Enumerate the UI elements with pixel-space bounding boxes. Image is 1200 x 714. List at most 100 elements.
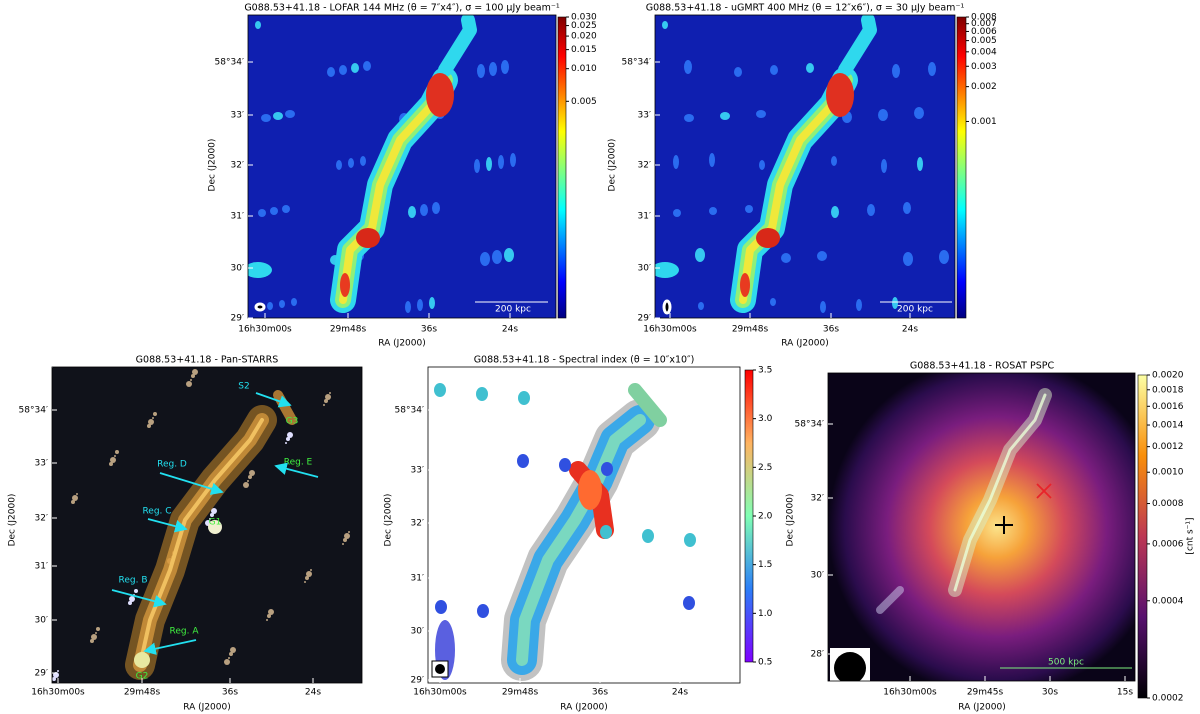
- annotation: Reg. C: [142, 507, 171, 517]
- emission-blob: [306, 571, 312, 577]
- emission-blob: [878, 109, 888, 121]
- colorbar: [956, 16, 967, 319]
- emission-blob: [91, 634, 97, 640]
- arrow: [147, 518, 188, 533]
- emission-blob: [709, 207, 717, 215]
- x-axis-label: RA (J2000): [378, 339, 426, 349]
- dec-tick-label: 58°34′: [395, 406, 424, 416]
- emission-blob: [417, 299, 423, 311]
- colorbar-tick-label: 0.002: [971, 82, 997, 92]
- dec-tick-label: 33′: [638, 111, 652, 121]
- emission-blob: [745, 205, 753, 213]
- map-image: [654, 14, 956, 319]
- x-axis-label: RA (J2000): [560, 703, 608, 713]
- annotation: S2: [238, 382, 249, 392]
- emission-blob: [928, 62, 936, 76]
- emission-blob: [432, 202, 440, 214]
- emission-blob: [517, 454, 529, 468]
- colorbar-tick-label: 1.5: [758, 560, 772, 570]
- beam: [435, 664, 445, 674]
- emission-blob: [756, 228, 780, 248]
- annotation: 500 kpc: [1048, 658, 1084, 668]
- colorbar: [557, 16, 567, 319]
- emission-blob: [492, 250, 502, 264]
- ra-tick-label: 36s: [421, 325, 437, 335]
- emission-blob: [806, 63, 814, 73]
- emission-blob: [684, 60, 692, 74]
- colorbar-tick-label: 3.0: [758, 414, 773, 424]
- emission-blob: [210, 513, 214, 517]
- colorbar-tick-label: 0.0020: [1152, 371, 1184, 381]
- emission-blob: [856, 299, 862, 311]
- ra-tick-label: 24s: [672, 688, 688, 698]
- dec-tick-label: 31′: [231, 212, 245, 222]
- emission-blob: [248, 475, 252, 479]
- dec-tick-label: 33′: [35, 459, 49, 469]
- emission-blob: [348, 531, 350, 533]
- panel-title: G088.53+41.18 - LOFAR 144 MHz (θ = 7″x4″…: [244, 3, 560, 14]
- dec-tick-label: 29′: [638, 314, 652, 324]
- panel-title: G088.53+41.18 - uGMRT 400 MHz (θ = 12″x6…: [646, 3, 965, 14]
- ra-tick-label: 24s: [305, 688, 321, 698]
- emission-blob: [642, 529, 654, 543]
- colorbar-tick-label: 0.001: [971, 117, 997, 127]
- emission-blob: [770, 65, 778, 75]
- emission-blob: [903, 202, 911, 214]
- y-axis-label: Dec (J2000): [384, 494, 394, 547]
- emission-blob: [917, 157, 923, 171]
- emission-blob: [72, 495, 78, 501]
- annotation: Reg. D: [157, 460, 187, 470]
- emission: [516, 414, 646, 666]
- panel-title: G088.53+41.18 - Spectral index (θ = 10″x…: [474, 355, 695, 366]
- emission-blob: [279, 300, 285, 308]
- emission-blob: [71, 500, 75, 504]
- annotation: 200 kpc: [495, 305, 531, 315]
- emission-blob: [673, 155, 679, 169]
- emission-blob: [518, 391, 530, 405]
- emission-blob: [282, 205, 290, 213]
- dec-tick-label: 29′: [411, 676, 425, 686]
- emission: [876, 586, 904, 614]
- emission-blob: [52, 677, 56, 681]
- dec-tick-label: 58°34′: [19, 406, 48, 416]
- colorbar-tick-label: 0.030: [571, 13, 597, 23]
- emission-blob: [304, 581, 306, 583]
- emission-blob: [892, 297, 898, 309]
- emission-blob: [286, 437, 290, 441]
- emission-blob: [285, 442, 287, 444]
- colorbar-tick-label: 0.007: [971, 19, 997, 29]
- emission-blob: [498, 155, 504, 169]
- emission-blob: [128, 601, 132, 605]
- emission-blob: [114, 455, 116, 457]
- colorbar-tick-label: 0.0016: [1152, 402, 1184, 412]
- emission-blob: [291, 298, 297, 306]
- dec-tick-label: 28′: [811, 650, 825, 660]
- dec-tick-label: 58°34′: [622, 58, 651, 68]
- emission-blob: [115, 450, 119, 454]
- emission-blob: [826, 73, 854, 117]
- colorbar-tick-label: 0.003: [971, 62, 997, 72]
- dec-tick-label: 32′: [35, 514, 49, 524]
- y-axis-label: Dec (J2000): [208, 139, 218, 192]
- emission-blob: [230, 647, 236, 653]
- beam: [662, 299, 672, 315]
- dec-tick-label: 32′: [811, 494, 825, 504]
- ra-tick-label: 16h30m00s: [238, 325, 292, 335]
- x-marker: [1036, 483, 1052, 499]
- emission-blob: [655, 262, 679, 278]
- emission-blob: [756, 110, 766, 118]
- ra-tick-label: 16h30m00s: [883, 688, 937, 698]
- emission-blob: [147, 424, 151, 428]
- colorbar-tick-label: 1.0: [758, 609, 773, 619]
- emission-blob: [695, 248, 705, 262]
- emission-blob: [267, 302, 273, 310]
- emission-blob: [759, 160, 765, 170]
- arrow: [143, 639, 197, 655]
- ra-tick-label: 29m48s: [732, 325, 769, 335]
- arrow: [274, 462, 319, 478]
- panel-title: G088.53+41.18 - Pan-STARRS: [136, 355, 279, 366]
- annotation: Reg. A: [170, 627, 200, 637]
- emission-blob: [327, 67, 335, 77]
- colorbar-tick-label: 0.006: [971, 27, 997, 37]
- emission: [138, 418, 264, 667]
